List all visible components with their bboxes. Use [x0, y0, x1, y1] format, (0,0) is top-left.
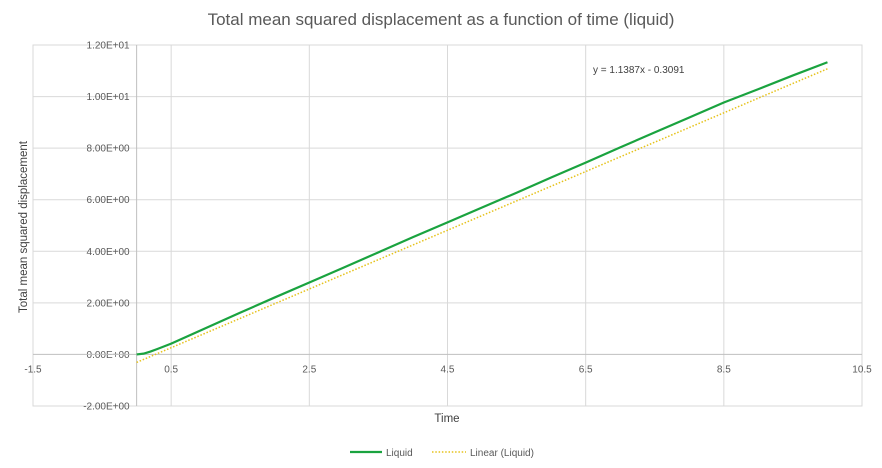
y-tick-label: 8.00E+00 [87, 144, 131, 155]
x-tick-label: 10.5 [852, 364, 872, 375]
y-tick-label: 1.20E+01 [87, 41, 131, 52]
y-tick-label: 6.00E+00 [87, 195, 131, 206]
y-tick-label: 1.00E+01 [87, 92, 131, 103]
trendline-equation: y = 1.1387x - 0.3091 [593, 65, 685, 76]
series-line-liquid [136, 61, 828, 356]
x-tick-label: -1.5 [24, 364, 42, 375]
chart-title: Total mean squared displacement as a fun… [208, 10, 675, 29]
x-tick-label: 2.5 [302, 364, 316, 375]
legend: Liquid Linear (Liquid) [350, 448, 534, 459]
legend-label-liquid: Liquid [386, 448, 413, 459]
x-tick-label: 0.5 [164, 364, 178, 375]
y-tick-label: 4.00E+00 [87, 247, 131, 258]
y-tick-label: -2.00E+00 [83, 402, 130, 413]
y-axis-title: Total mean squared displacement [18, 140, 30, 313]
legend-label-linear-liquid: Linear (Liquid) [470, 448, 534, 459]
y-tick-label: 0.00E+00 [87, 350, 131, 361]
series [136, 61, 828, 364]
x-tick-label: 6.5 [579, 364, 593, 375]
x-tick-label: 4.5 [441, 364, 455, 375]
x-axis-title: Time [434, 413, 459, 425]
x-tick-label: 8.5 [717, 364, 731, 375]
grid [33, 44, 862, 406]
axes: -2.00E+00 0.00E+00 2.00E+00 4.00E+00 6.00E+0… [24, 41, 872, 413]
y-tick-label: 2.00E+00 [87, 298, 131, 309]
